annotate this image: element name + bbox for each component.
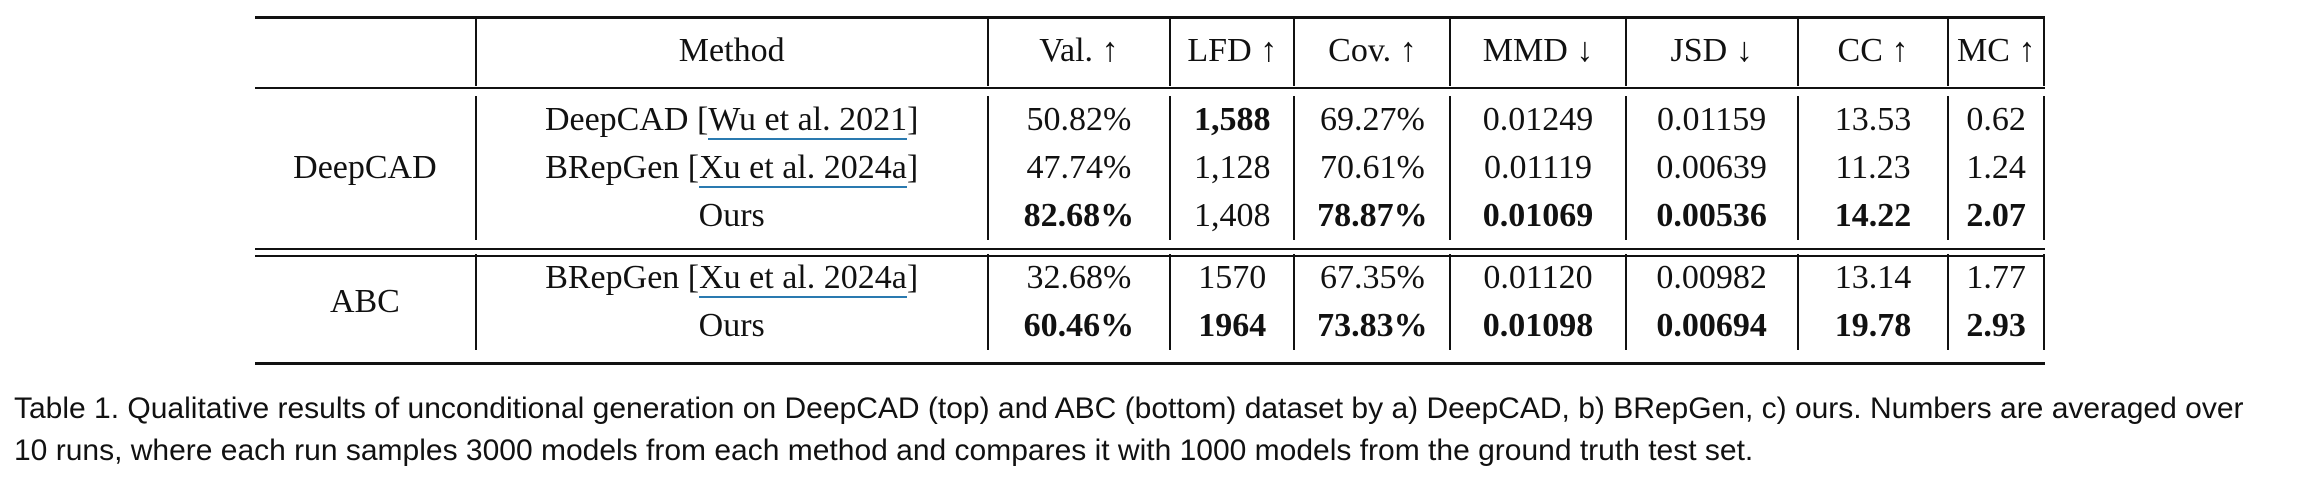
cell-mc: 0.62: [1947, 96, 2045, 144]
cell-jsd: 0.00536: [1624, 192, 1798, 240]
table-row: DeepCAD DeepCAD [Wu et al. 2021] 50.82% 1,5…: [255, 96, 2045, 186]
table-row: Ours 60.46% 1964 73.83% 0.01098 0.00694 19.78 2…: [255, 302, 2045, 350]
citation-link[interactable]: Xu et al. 2024a: [699, 259, 907, 298]
cell-mmd: 0.01120: [1449, 254, 1626, 302]
method-cell: Ours: [474, 192, 988, 240]
cell-jsd: 0.01159: [1624, 96, 1798, 144]
method-cell: DeepCAD [Wu et al. 2021]: [474, 96, 988, 144]
header-cell-mmd: MMD ↓: [1449, 16, 1626, 86]
table-body: Method Val. ↑ LFD ↑ Cov. ↑ MMD ↓ JSD ↓ C…: [255, 16, 2045, 350]
header-cell-mc: MC ↑: [1947, 16, 2045, 86]
cell-lfd: 1,128: [1169, 144, 1295, 192]
header-cell-method: Method: [474, 16, 988, 86]
cell-cc: 13.14: [1796, 254, 1949, 302]
header-cell-lfd: LFD ↑: [1169, 16, 1295, 86]
cell-mmd: 0.01098: [1449, 302, 1626, 350]
method-cell: BRepGen [Xu et al. 2024a]: [474, 144, 988, 192]
cell-val: 47.74%: [986, 144, 1171, 192]
cell-val: 60.46%: [986, 302, 1171, 350]
cell-lfd: 1570: [1169, 254, 1295, 302]
cell-cc: 19.78: [1796, 302, 1949, 350]
method-name: Ours: [698, 307, 765, 344]
cell-mc: 1.77: [1947, 254, 2045, 302]
cell-jsd: 0.00639: [1624, 144, 1798, 192]
cell-cov: 78.87%: [1293, 192, 1451, 240]
header-cell-val: Val. ↑: [986, 16, 1171, 86]
results-table: Method Val. ↑ LFD ↑ Cov. ↑ MMD ↓ JSD ↓ C…: [255, 16, 2045, 350]
table-row: Ours 82.68% 1,408 78.87% 0.01069 0.00536 14.22…: [255, 192, 2045, 240]
spacer-cell: [255, 240, 2044, 254]
method-cell: BRepGen [Xu et al. 2024a]: [474, 254, 988, 302]
group-spacer-row: [255, 240, 2044, 254]
table-row: BRepGen [Xu et al. 2024a] 47.74% 1,128 70.6…: [255, 144, 2045, 192]
cell-val: 32.68%: [986, 254, 1171, 302]
cell-mc: 1.24: [1947, 144, 2045, 192]
cell-lfd: 1,588: [1169, 96, 1295, 144]
table-row: ABC BRepGen [Xu et al. 2024a] 32.68% 1570 67…: [255, 254, 2045, 320]
cell-cc: 13.53: [1796, 96, 1949, 144]
cell-cov: 67.35%: [1293, 254, 1451, 302]
header-cell-jsd: JSD ↓: [1624, 16, 1798, 86]
citation-link[interactable]: Wu et al. 2021: [708, 101, 908, 140]
cell-lfd: 1964: [1169, 302, 1295, 350]
cell-cc: 14.22: [1796, 192, 1949, 240]
cell-mmd: 0.01119: [1449, 144, 1626, 192]
cell-mc: 2.07: [1947, 192, 2045, 240]
cell-jsd: 0.00982: [1624, 254, 1798, 302]
cell-mc: 2.93: [1947, 302, 2045, 350]
cell-val: 82.68%: [986, 192, 1171, 240]
header-rule: [255, 87, 2045, 89]
results-table-wrapper: Method Val. ↑ LFD ↑ Cov. ↑ MMD ↓ JSD ↓ C…: [255, 16, 2045, 365]
cell-cov: 70.61%: [1293, 144, 1451, 192]
method-name: Ours: [698, 197, 765, 234]
cell-mmd: 0.01069: [1449, 192, 1626, 240]
cell-val: 50.82%: [986, 96, 1171, 144]
method-name: BRepGen: [545, 259, 680, 296]
group-label: ABC: [329, 283, 400, 320]
cell-cc: 11.23: [1796, 144, 1949, 192]
method-name: BRepGen: [545, 149, 680, 186]
cell-cov: 73.83%: [1293, 302, 1451, 350]
table-top-rule: [255, 16, 2045, 19]
table-bottom-rule: [255, 362, 2045, 365]
cell-jsd: 0.00694: [1624, 302, 1798, 350]
method-cell: Ours: [474, 302, 988, 350]
group-divider-rule-1: [255, 248, 2045, 250]
table-caption: Table 1. Qualitative results of uncondit…: [14, 392, 2244, 467]
group-label: DeepCAD: [293, 149, 437, 186]
citation-link[interactable]: Xu et al. 2024a: [699, 149, 907, 188]
table-header-row: Method Val. ↑ LFD ↑ Cov. ↑ MMD ↓ JSD ↓ C…: [255, 16, 2045, 86]
method-name: DeepCAD: [544, 101, 689, 138]
header-cell-group: [255, 16, 476, 86]
header-cell-cc: CC ↑: [1796, 16, 1949, 86]
header-cell-cov: Cov. ↑: [1293, 16, 1451, 86]
group-divider-rule-2: [255, 255, 2045, 257]
cell-lfd: 1,408: [1169, 192, 1295, 240]
cell-cov: 69.27%: [1293, 96, 1451, 144]
cell-mmd: 0.01249: [1449, 96, 1626, 144]
